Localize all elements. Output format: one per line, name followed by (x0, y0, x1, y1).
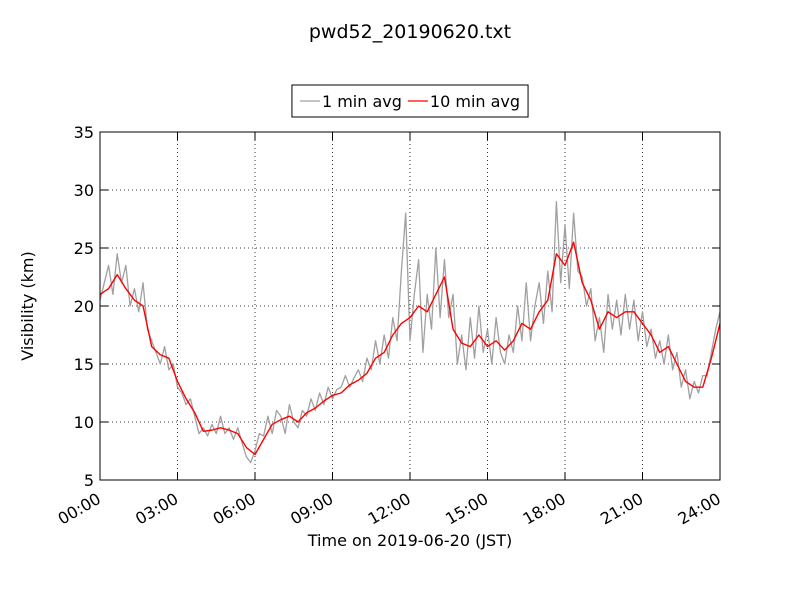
chart-title: pwd52_20190620.txt (309, 21, 511, 43)
x-tick-label: 03:00 (132, 489, 181, 529)
y-tick-label: 10 (74, 413, 94, 432)
x-tick-label: 21:00 (597, 489, 646, 529)
legend-label: 1 min avg (322, 92, 402, 111)
x-tick-label: 06:00 (210, 489, 259, 529)
x-tick-label: 09:00 (287, 489, 336, 529)
y-tick-label: 15 (74, 355, 94, 374)
y-axis-label: Visibility (km) (18, 251, 37, 360)
x-tick-label: 15:00 (442, 489, 491, 529)
legend: 1 min avg 10 min avg (291, 84, 529, 118)
x-tick-label: 12:00 (365, 489, 414, 529)
legend-label: 10 min avg (430, 92, 520, 111)
plot-frame (99, 131, 721, 481)
series-line (99, 200, 721, 464)
x-tick-label: 24:00 (675, 489, 724, 529)
x-axis-label: Time on 2019-06-20 (JST) (307, 531, 512, 550)
y-tick-label: 5 (84, 471, 94, 490)
y-tick-label: 35 (74, 123, 94, 142)
x-tick-label: 18:00 (520, 489, 569, 529)
x-tick-label: 00:00 (55, 489, 104, 529)
y-tick-label: 30 (74, 181, 94, 200)
y-tick-label: 20 (74, 297, 94, 316)
y-tick-label: 25 (74, 239, 94, 258)
series-line (99, 241, 721, 456)
